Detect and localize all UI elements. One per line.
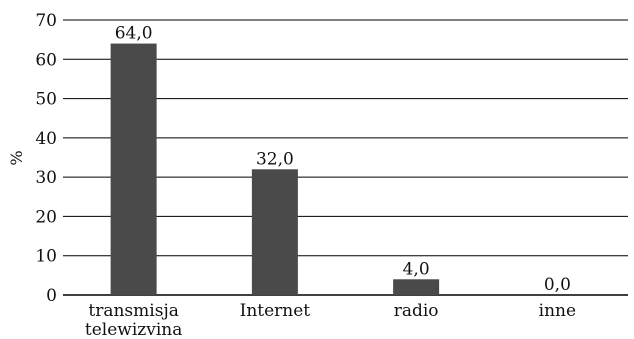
grid-lines [63,19,628,296]
y-axis-ticks: 0 10 20 30 40 50 60 70 [35,11,57,306]
y-tick-label: 40 [35,129,57,149]
y-tick-label: 30 [35,168,57,188]
x-category-label: transmisja telewizvina [85,301,182,339]
bar [110,43,157,296]
bar-value-label: 32,0 [256,149,294,169]
bars [110,43,440,296]
category-labels: transmisja telewizvina Internet radio inne [85,301,576,339]
bar [251,169,298,295]
y-tick-label: 70 [35,11,57,31]
y-tick-label: 20 [35,207,57,227]
bar [393,279,440,295]
x-category-label: Internet [240,301,311,321]
x-category-label: radio [394,301,439,321]
y-tick-label: 10 [35,247,57,267]
bar-value-label: 0,0 [544,275,571,295]
bar-value-label: 4,0 [403,259,430,279]
bar-value-label: 64,0 [115,24,153,44]
data-labels: 64,0 32,0 4,0 0,0 [115,24,571,295]
y-tick-label: 50 [35,90,57,110]
y-axis-label: % [7,150,26,165]
y-tick-label: 0 [46,286,57,306]
x-category-label: inne [539,301,576,321]
y-tick-label: 60 [35,50,57,70]
